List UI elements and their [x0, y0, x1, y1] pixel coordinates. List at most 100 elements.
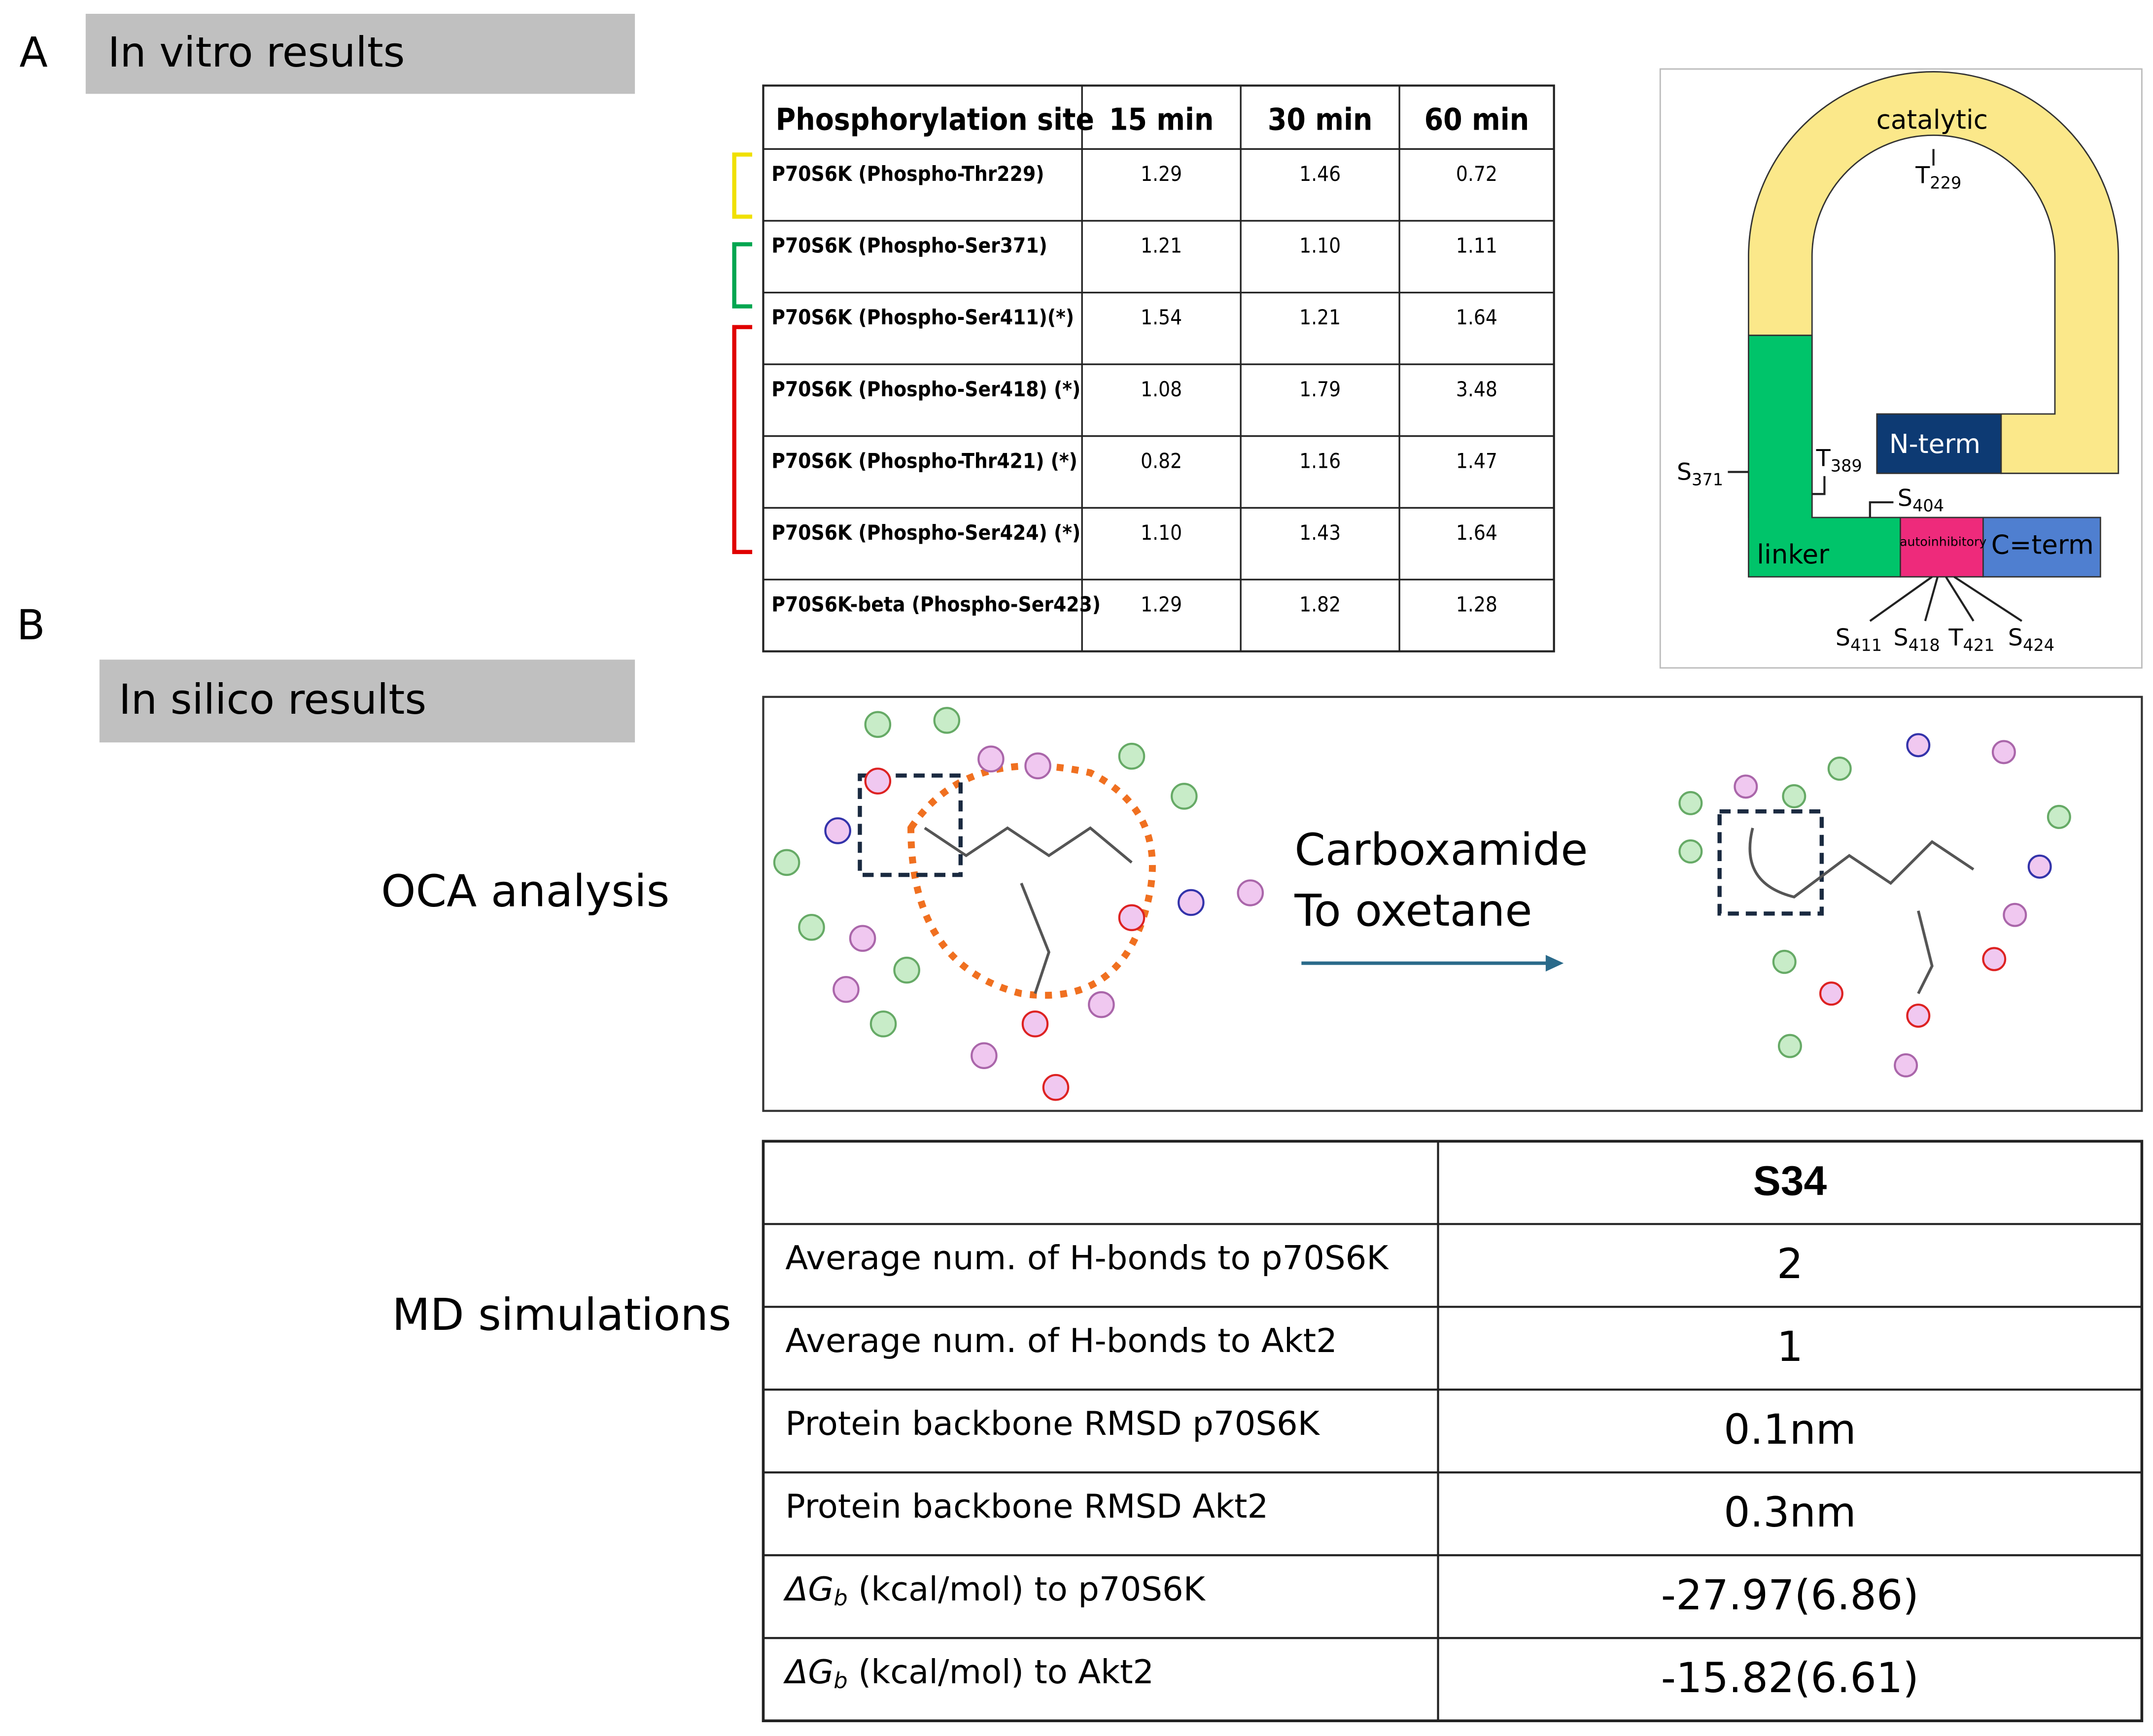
section-label: MD simulations — [392, 1289, 731, 1341]
cell: 1.21 — [1141, 234, 1182, 258]
autoinhibitory-domain — [1900, 517, 1984, 578]
site-number: 418 — [1909, 635, 1940, 655]
site-label: T421 — [1948, 624, 1994, 654]
column-header: 30 min — [1268, 102, 1373, 137]
arrow-head — [1545, 955, 1564, 972]
panel-label: A — [19, 28, 47, 76]
interaction-map — [773, 707, 2071, 1101]
domain-label: catalytic — [1876, 104, 1988, 135]
cell: -27.97(6.86) — [1661, 1571, 1919, 1619]
cell: 1.28 — [1456, 592, 1497, 617]
header-box — [99, 660, 635, 743]
column-header: Phosphorylation site — [776, 102, 1094, 137]
cell: 1.08 — [1141, 377, 1182, 401]
panel-header: In vitro results — [108, 28, 405, 76]
domain-label: autoinhibitory — [1900, 534, 1986, 549]
site-label: S411 — [1836, 624, 1882, 654]
column-header: 60 min — [1424, 102, 1529, 137]
row-label: P70S6K (Phospho-Thr421) (*) — [771, 449, 1077, 473]
domain-label: linker — [1757, 539, 1829, 570]
cell: -15.82(6.61) — [1661, 1654, 1919, 1702]
c-term-domain — [1982, 517, 2101, 578]
label-part: Average num. of H-bonds to p70S6K — [785, 1239, 1389, 1277]
site-letter: S — [1898, 485, 1912, 512]
n-term-domain — [1876, 413, 2002, 474]
row-label: Average num. of H-bonds to p70S6K — [785, 1239, 1389, 1277]
row-label: ΔGb (kcal/mol) to p70S6K — [783, 1570, 1206, 1611]
bracket — [732, 242, 753, 309]
site-letter: S — [1836, 624, 1850, 651]
domain-label: N-term — [1889, 429, 1980, 459]
cell: 1.21 — [1299, 305, 1341, 329]
cell: 1.82 — [1299, 592, 1341, 617]
label-part: (kcal/mol) to Akt2 — [848, 1653, 1154, 1691]
cell: 3.48 — [1456, 377, 1497, 401]
label-part: (kcal/mol) to p70S6K — [848, 1570, 1206, 1608]
row-label: P70S6K-beta (Phospho-Ser423) — [771, 592, 1101, 617]
row-label: ΔGb (kcal/mol) to Akt2 — [783, 1653, 1154, 1694]
row-label: Protein backbone RMSD p70S6K — [785, 1404, 1320, 1443]
site-letter: T — [1915, 162, 1930, 189]
brackets — [732, 152, 753, 555]
label-part: ΔG — [783, 1653, 833, 1691]
site-number: 229 — [1930, 173, 1961, 192]
domain-label: C=term — [1991, 529, 2094, 560]
row-label: P70S6K (Phospho-Ser411)(*) — [771, 305, 1074, 329]
site-label: T389 — [1816, 445, 1862, 475]
cell: 1.11 — [1456, 234, 1497, 258]
header-box — [85, 13, 635, 94]
md-table: S34 Average num. of H-bonds to p70S6K 2 Ave… — [762, 1140, 2144, 1723]
cell: 1 — [1777, 1322, 1803, 1371]
site-number: 404 — [1912, 496, 1944, 515]
row-label: P70S6K (Phospho-Ser424) (*) — [771, 521, 1080, 545]
panel-label: B — [17, 601, 45, 649]
cell: 1.47 — [1456, 449, 1497, 473]
column-header: S34 — [1753, 1157, 1827, 1204]
site-number: 371 — [1692, 470, 1723, 489]
cell: 1.64 — [1456, 521, 1497, 545]
row-label: P70S6K (Phospho-Thr229) — [771, 162, 1044, 186]
site-number: 424 — [2023, 635, 2054, 655]
site-letter: S — [1893, 624, 1908, 651]
site-label: S404 — [1898, 485, 1944, 515]
arrow-text: Carboxamide — [1294, 825, 1588, 876]
cell: 1.79 — [1299, 377, 1341, 401]
cell: 1.16 — [1299, 449, 1341, 473]
label-part: b — [833, 1667, 847, 1694]
column-header: 15 min — [1109, 102, 1214, 137]
label-part: Protein backbone RMSD p70S6K — [785, 1404, 1320, 1443]
cell: 1.64 — [1456, 305, 1497, 329]
site-ticks — [1728, 149, 2022, 622]
label-part: Protein backbone RMSD Akt2 — [785, 1487, 1268, 1526]
bracket — [732, 325, 753, 555]
row-label: Average num. of H-bonds to Akt2 — [785, 1321, 1337, 1360]
cell: 1.10 — [1299, 234, 1341, 258]
label-part: b — [833, 1585, 847, 1611]
cell: 1.29 — [1141, 162, 1182, 186]
cell: 1.10 — [1141, 521, 1182, 545]
site-number: 421 — [1963, 635, 1994, 655]
cell: 1.54 — [1141, 305, 1182, 329]
arrow-text: To oxetane — [1294, 885, 1532, 937]
bracket — [732, 152, 753, 219]
site-letter: S — [2008, 624, 2023, 651]
label-part: ΔG — [783, 1570, 833, 1608]
site-letter: T — [1948, 624, 1963, 651]
row-label: Protein backbone RMSD Akt2 — [785, 1487, 1268, 1526]
panel-header: In silico results — [119, 675, 426, 724]
cell: 1.43 — [1299, 521, 1341, 545]
cell: 0.72 — [1456, 162, 1497, 186]
cell: 1.46 — [1299, 162, 1341, 186]
cell: 1.29 — [1141, 592, 1182, 617]
site-number: 389 — [1831, 456, 1862, 475]
row-label: P70S6K (Phospho-Ser371) — [771, 234, 1047, 258]
site-label: S424 — [2008, 624, 2054, 654]
table-frame — [762, 1140, 2144, 1723]
phospho-table: Phosphorylation site 15 min 30 min 60 min P7… — [762, 84, 1555, 653]
cell: 0.1nm — [1724, 1405, 1856, 1454]
section-label: OCA analysis — [381, 866, 669, 917]
site-label: S371 — [1677, 458, 1723, 488]
cell: 0.82 — [1141, 449, 1182, 473]
